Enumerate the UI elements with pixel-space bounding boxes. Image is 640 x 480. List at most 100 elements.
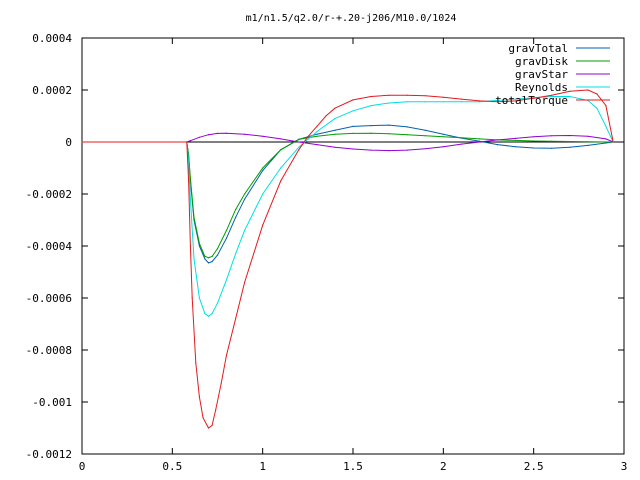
data-point — [569, 146, 571, 148]
data-point — [406, 94, 408, 96]
data-point — [388, 102, 390, 104]
data-point — [496, 139, 499, 141]
data-point — [569, 140, 571, 143]
x-tick-label: 2.5 — [524, 460, 544, 473]
data-point — [352, 148, 354, 150]
data-point — [605, 125, 607, 127]
data-point — [587, 135, 589, 137]
series-gravStar — [81, 132, 614, 152]
data-point — [298, 146, 300, 148]
data-point — [334, 107, 336, 109]
data-point — [460, 143, 462, 145]
data-point — [225, 237, 228, 239]
data-point — [198, 297, 200, 299]
data-point — [478, 141, 481, 143]
data-point — [207, 257, 210, 259]
data-point — [388, 94, 390, 96]
data-point — [406, 134, 408, 136]
data-point — [370, 105, 372, 107]
data-point — [596, 93, 598, 95]
data-point — [442, 96, 444, 98]
data-point — [424, 135, 426, 137]
data-point — [406, 126, 408, 128]
data-point — [587, 144, 589, 146]
series-gravTotal — [81, 124, 614, 264]
data-point — [496, 101, 499, 103]
data-point — [193, 216, 195, 218]
data-point — [334, 129, 336, 131]
data-point — [551, 147, 553, 149]
data-point — [195, 362, 197, 364]
data-point — [605, 142, 607, 144]
data-point — [215, 409, 217, 411]
y-tick-label: -0.001 — [32, 396, 72, 409]
data-point — [388, 124, 390, 126]
data-point — [551, 135, 553, 137]
data-point — [352, 99, 354, 101]
data-point — [280, 167, 282, 169]
legend-label-gravTotal: gravTotal — [508, 42, 568, 55]
data-point — [370, 125, 372, 127]
data-point — [316, 144, 318, 146]
data-point — [515, 100, 517, 102]
x-tick-label: 2 — [440, 460, 447, 473]
data-point — [211, 261, 213, 263]
data-point — [204, 313, 206, 315]
data-point — [370, 132, 372, 134]
data-point — [612, 141, 614, 143]
data-point — [478, 100, 481, 102]
axes: 0 0.5 1 1.5 2 2.5 3 0.0004 0.0002 0 -0.0002 -0.0004… — [26, 32, 628, 473]
data-point — [551, 94, 553, 96]
data-point — [388, 150, 390, 152]
series-line-gravTotal — [82, 124, 614, 264]
data-point — [424, 129, 426, 131]
series-line-gravDisk — [82, 132, 614, 259]
data-point — [352, 110, 354, 112]
data-point — [316, 131, 318, 133]
data-point — [244, 193, 246, 195]
data-point — [533, 140, 535, 142]
data-point — [225, 279, 228, 281]
data-point — [262, 170, 264, 172]
plot-series — [81, 89, 614, 429]
data-point — [207, 427, 210, 429]
data-point — [442, 146, 444, 148]
y-tick-label: -0.0006 — [26, 292, 72, 305]
data-point — [244, 229, 246, 231]
data-point — [81, 141, 83, 143]
chart-title: m1/n1.5/q2.0/r-+.20-j206/M10.0/1024 — [246, 13, 457, 24]
y-tick-label: -0.0002 — [26, 188, 72, 201]
x-tick-label: 1 — [259, 460, 266, 473]
data-point — [186, 141, 188, 143]
data-point — [198, 245, 200, 247]
data-point — [515, 146, 517, 148]
data-point — [298, 149, 300, 151]
data-point — [460, 137, 462, 139]
data-point — [533, 97, 535, 99]
legend-label-gravDisk: gravDisk — [515, 55, 568, 68]
legend: gravTotalgravDiskgravStarReynoldstotalTo… — [495, 42, 610, 107]
x-tick-label: 3 — [621, 460, 628, 473]
y-tick-label: -0.0004 — [26, 240, 73, 253]
data-point — [280, 180, 282, 182]
data-point — [262, 167, 264, 169]
data-point — [515, 98, 517, 100]
data-point — [352, 132, 354, 134]
data-point — [189, 140, 191, 142]
data-point — [605, 138, 607, 140]
data-point — [496, 144, 499, 146]
data-point — [551, 140, 553, 142]
data-point — [225, 132, 228, 134]
legend-label-totalTorque: totalTorque — [495, 94, 568, 107]
data-point — [605, 141, 607, 143]
data-point — [605, 105, 607, 107]
data-point — [325, 115, 327, 117]
data-point — [316, 135, 318, 137]
data-point — [207, 262, 210, 264]
data-point — [388, 133, 390, 135]
data-point — [460, 98, 462, 100]
data-point — [406, 101, 408, 103]
data-point — [533, 147, 535, 149]
data-point — [225, 354, 228, 356]
data-point — [207, 315, 210, 317]
